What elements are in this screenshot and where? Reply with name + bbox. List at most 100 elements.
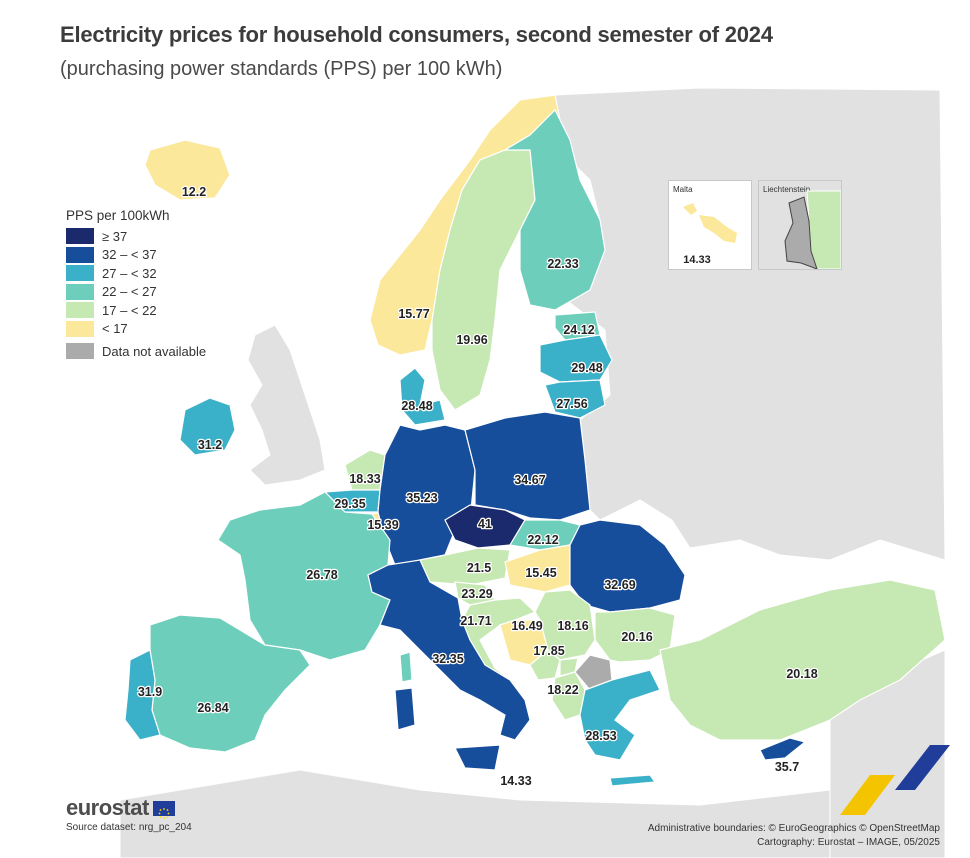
value-norway: 15.77 <box>398 307 429 321</box>
map-title: Electricity prices for household consume… <box>60 22 773 47</box>
region-sicily <box>454 744 501 771</box>
value-estonia: 24.12 <box>563 323 594 337</box>
value-slovakia: 22.12 <box>527 533 558 547</box>
legend-label: 17 – < 22 <box>102 302 157 318</box>
region-corsica <box>399 651 413 683</box>
legend-item: 22 – < 27 <box>66 283 206 302</box>
legend-title: PPS per 100kWh <box>66 208 170 223</box>
value-austria: 21.5 <box>467 561 491 575</box>
region-cyprus <box>759 737 807 761</box>
value-north-macedonia: 18.22 <box>547 683 578 697</box>
value-cyprus: 35.7 <box>775 760 799 774</box>
region-finland <box>502 108 606 311</box>
legend-item: 17 – < 22 <box>66 301 206 320</box>
region-ireland <box>179 397 236 456</box>
value-spain: 26.84 <box>197 701 228 715</box>
region-denmark <box>399 367 446 426</box>
value-poland: 34.67 <box>514 473 545 487</box>
region-romania <box>569 519 686 613</box>
inset-title: Malta <box>673 185 693 194</box>
region-crete <box>609 774 657 787</box>
source-dataset: Source dataset: nrg_pc_204 <box>66 822 192 833</box>
legend-label: Data not available <box>102 343 207 359</box>
value-slovenia: 23.29 <box>461 587 492 601</box>
legend-swatch <box>66 228 94 245</box>
eurostat-logo: eurostat <box>66 795 175 821</box>
region-montenegro <box>529 649 561 681</box>
legend-swatch <box>66 283 94 300</box>
value-france: 26.78 <box>306 568 337 582</box>
inset-title: Liechtenstein <box>763 185 811 194</box>
value-croatia: 21.71 <box>460 614 491 628</box>
legend-swatch <box>66 302 94 319</box>
liechtenstein-shape <box>784 190 841 269</box>
value-sweden: 19.96 <box>456 333 487 347</box>
legend-label: 27 – < 32 <box>102 265 157 281</box>
value-luxembourg: 15.39 <box>367 518 398 532</box>
value-romania: 32.69 <box>604 578 635 592</box>
value-latvia: 29.48 <box>571 361 602 375</box>
value-serbia: 18.16 <box>557 619 588 633</box>
legend-swatch <box>66 265 94 282</box>
region-north-macedonia <box>574 654 613 691</box>
value-bulgaria: 20.16 <box>621 630 652 644</box>
countries <box>124 94 946 787</box>
value-iceland: 12.2 <box>182 185 206 199</box>
value-italy: 32.35 <box>432 652 463 666</box>
value-malta: 14.33 <box>683 254 711 266</box>
region-greece <box>579 669 661 761</box>
region-turkey <box>659 579 946 741</box>
region-bulgaria <box>594 607 676 663</box>
legend: PPS per 100kWh ≥ 37 32 – < 37 27 – < 32 … <box>66 208 206 361</box>
logo-text: eurostat <box>66 795 149 820</box>
value-netherlands: 18.33 <box>349 472 380 486</box>
context-land <box>119 87 946 858</box>
value-hungary: 15.45 <box>525 566 556 580</box>
legend-label: 32 – < 37 <box>102 247 157 263</box>
value-czechia: 41 <box>478 517 492 531</box>
legend-item: ≥ 37 <box>66 227 206 246</box>
value-turkey: 20.18 <box>786 667 817 681</box>
malta-inset: Malta 14.33 <box>668 180 752 270</box>
value-finland: 22.33 <box>547 257 578 271</box>
eu-flag-icon <box>152 800 175 819</box>
region-iceland <box>144 139 231 201</box>
legend-item: 27 – < 32 <box>66 264 206 283</box>
legend-swatch <box>66 320 94 337</box>
legend-item-na: Data not available <box>66 342 206 361</box>
region-italy <box>367 559 531 741</box>
liechtenstein-inset: Liechtenstein <box>758 180 842 270</box>
value-bosnia: 16.49 <box>511 619 542 633</box>
value-portugal: 31.9 <box>138 685 162 699</box>
legend-swatch <box>66 343 94 360</box>
region-sardinia <box>394 687 416 731</box>
map-credits: Administrative boundaries: © EuroGeograp… <box>648 822 940 850</box>
value-greece: 28.53 <box>585 729 616 743</box>
legend-label: ≥ 37 <box>102 228 128 244</box>
eurostat-corner-mark <box>840 745 950 815</box>
malta-shape: 14.33 <box>682 203 737 267</box>
legend-label: 22 – < 27 <box>102 284 157 300</box>
value-ireland: 31.2 <box>198 438 222 452</box>
credit-cartography: Cartography: Eurostat – IMAGE, 05/2025 <box>757 837 940 848</box>
region-lithuania <box>544 379 606 419</box>
value-germany: 35.23 <box>406 491 437 505</box>
legend-label: < 17 <box>102 321 128 337</box>
region-latvia <box>539 334 613 383</box>
value-belgium: 29.35 <box>334 497 365 511</box>
value-lithuania: 27.56 <box>556 397 587 411</box>
legend-item: 32 – < 37 <box>66 246 206 265</box>
legend-swatch <box>66 246 94 263</box>
region-portugal <box>124 649 161 741</box>
value-sicily: 14.33 <box>500 774 531 788</box>
value-montenegro: 17.85 <box>533 644 564 658</box>
region-sweden <box>431 149 536 411</box>
credit-boundaries: Administrative boundaries: © EuroGeograp… <box>647 823 940 834</box>
value-labels: 12.2 15.77 19.96 22.33 24.12 29.48 27.56… <box>137 184 819 790</box>
value-denmark: 28.48 <box>401 399 432 413</box>
region-serbia <box>534 589 596 661</box>
map-subtitle: (purchasing power standards (PPS) per 10… <box>60 58 503 80</box>
legend-item: < 17 <box>66 320 206 339</box>
region-poland <box>464 411 591 521</box>
